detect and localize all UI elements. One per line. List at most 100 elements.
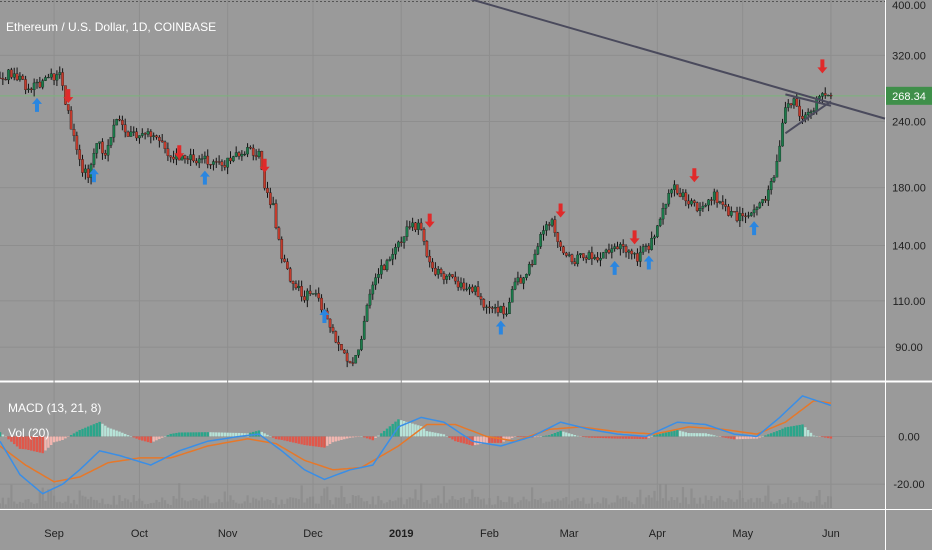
candle-body [12,73,16,78]
volume-bar [346,503,349,508]
macd-histogram-bar [163,436,167,437]
macd-histogram-bar [593,436,596,438]
volume-bar [824,502,827,508]
candle-body [681,192,685,197]
candle-body [342,349,346,354]
volume-bar [394,500,397,508]
macd-histogram-bar [104,425,107,437]
volume-bar [343,497,346,508]
volume-bar [149,503,152,508]
volume-bar [135,500,138,508]
candle-body [690,200,693,205]
volume-bar [570,500,574,508]
volume-bar [320,495,323,508]
candle-body [502,306,506,315]
candle-body [727,206,730,216]
candle-body [456,280,460,288]
volume-bar [38,491,41,508]
volume-bar [420,483,423,508]
macd-histogram-bar [226,432,229,437]
candle-body [667,193,671,205]
macd-histogram-bar [200,432,204,437]
volume-bar [738,490,741,508]
volume-bar [684,497,687,508]
macd-histogram-bar [769,433,773,437]
candle-body [206,155,210,165]
volume-bar [573,499,576,508]
volume-bar [67,495,70,508]
macd-histogram-bar [681,431,685,437]
macd-histogram-bar [78,430,81,437]
macd-histogram-bar [476,436,480,445]
sell-signal-arrow [63,89,74,104]
buy-signal-arrow [319,309,330,324]
candle-body [419,222,423,230]
macd-histogram-bar [582,436,585,437]
candle-body [320,297,323,311]
candle-body [1,78,5,80]
macd-histogram-bar [721,436,724,438]
macd-lines [0,395,832,495]
volume-bar [602,497,605,508]
macd-histogram-bar [516,436,520,437]
candle-body [186,158,190,160]
volume-bar [84,496,87,508]
candle-body [212,161,215,165]
macd-histogram-bar [456,436,460,442]
candle-body [66,104,70,111]
volume-bar [388,499,391,508]
macd-histogram-bar [229,432,232,437]
volume-bar [730,499,733,508]
candle-body [240,153,244,157]
candle-body [675,184,679,194]
volume-bar [118,495,121,508]
volume-bar [203,495,206,508]
volume-bar [357,495,360,508]
macd-histogram-bar [548,435,551,437]
buy-signal-arrow [643,255,654,270]
macd-histogram-bar [195,432,198,437]
volume-bar [679,502,682,508]
macd-histogram-bar [183,432,187,437]
volume-bar [445,502,448,508]
candle-body [576,254,580,265]
candle-body [801,115,804,119]
buy-signal-arrow [88,168,99,183]
volume-bar [474,496,477,508]
candle-body [468,286,471,290]
volume-bar [166,503,169,508]
volume-bar [801,500,804,508]
candle-body [38,81,42,88]
macd-histogram-bar [263,433,266,437]
volume-bar [550,499,554,508]
macd-histogram-bar [684,432,688,437]
volume-bar [807,502,810,508]
macd-histogram-bar [129,436,133,437]
macd-histogram-bar [792,425,796,437]
volume-bar [380,500,383,508]
x-tick-label: Jun [822,528,840,540]
macd-histogram-bar [804,427,807,437]
volume-bar [582,497,585,508]
candle-body [328,318,332,328]
candle-body [678,193,682,197]
volume-bar [826,496,830,508]
candle-body [118,119,121,121]
candle-body [823,93,827,96]
macd-histogram-bar [260,431,264,437]
x-tick-label: Sep [44,528,64,540]
candle-body [126,131,130,137]
macd-histogram-bar [542,435,545,437]
candle-body [103,153,107,156]
candle-body [379,265,383,275]
macd-histogram-bar [533,436,537,438]
macd-histogram-bar [13,436,16,445]
volume-bar [311,496,315,508]
volume-bar [462,497,465,508]
macd-histogram-bar [69,435,73,437]
volume-label: Vol (20) [8,426,49,440]
volume-bar [112,495,115,508]
candle-body [610,248,614,253]
macd-histogram-bar [300,436,303,445]
